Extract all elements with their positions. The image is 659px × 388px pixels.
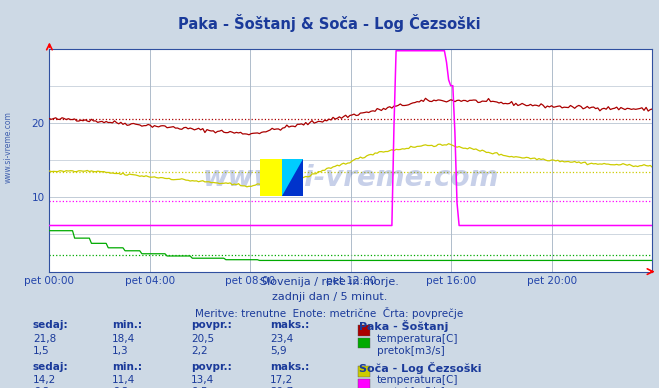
Text: 13,4: 13,4 bbox=[191, 375, 214, 385]
Bar bbox=[260, 159, 282, 196]
Text: 6,2: 6,2 bbox=[112, 387, 129, 388]
Text: 2,2: 2,2 bbox=[191, 346, 208, 356]
Text: Slovenija / reke in morje.: Slovenija / reke in morje. bbox=[260, 277, 399, 288]
Text: 11,4: 11,4 bbox=[112, 375, 135, 385]
Polygon shape bbox=[282, 159, 303, 196]
Text: sedaj:: sedaj: bbox=[33, 362, 69, 372]
Text: min.:: min.: bbox=[112, 320, 142, 330]
Text: povpr.:: povpr.: bbox=[191, 320, 232, 330]
Text: 17,2: 17,2 bbox=[270, 375, 293, 385]
Text: 18,4: 18,4 bbox=[112, 334, 135, 344]
Text: 21,8: 21,8 bbox=[33, 334, 56, 344]
Text: 9,5: 9,5 bbox=[191, 387, 208, 388]
Text: 29,7: 29,7 bbox=[270, 387, 293, 388]
Text: min.:: min.: bbox=[112, 362, 142, 372]
Text: Meritve: trenutne  Enote: metrične  Črta: povprečje: Meritve: trenutne Enote: metrične Črta: … bbox=[195, 307, 464, 319]
Text: 6,2: 6,2 bbox=[33, 387, 49, 388]
Text: www.si-vreme.com: www.si-vreme.com bbox=[3, 111, 13, 184]
Text: Paka - Šoštanj: Paka - Šoštanj bbox=[359, 320, 449, 332]
Text: pretok[m3/s]: pretok[m3/s] bbox=[377, 387, 445, 388]
Text: temperatura[C]: temperatura[C] bbox=[377, 334, 459, 344]
Text: maks.:: maks.: bbox=[270, 362, 310, 372]
Text: Paka - Šoštanj & Soča - Log Čezsoški: Paka - Šoštanj & Soča - Log Čezsoški bbox=[178, 14, 481, 31]
Text: 1,5: 1,5 bbox=[33, 346, 49, 356]
Text: maks.:: maks.: bbox=[270, 320, 310, 330]
Text: povpr.:: povpr.: bbox=[191, 362, 232, 372]
Bar bbox=[282, 159, 303, 196]
Text: www.si-vreme.com: www.si-vreme.com bbox=[203, 164, 499, 192]
Text: temperatura[C]: temperatura[C] bbox=[377, 375, 459, 385]
Text: sedaj:: sedaj: bbox=[33, 320, 69, 330]
Text: Soča - Log Čezsoški: Soča - Log Čezsoški bbox=[359, 362, 482, 374]
Text: 23,4: 23,4 bbox=[270, 334, 293, 344]
Text: 20,5: 20,5 bbox=[191, 334, 214, 344]
Text: zadnji dan / 5 minut.: zadnji dan / 5 minut. bbox=[272, 292, 387, 302]
Text: 1,3: 1,3 bbox=[112, 346, 129, 356]
Text: 5,9: 5,9 bbox=[270, 346, 287, 356]
Text: 14,2: 14,2 bbox=[33, 375, 56, 385]
Text: pretok[m3/s]: pretok[m3/s] bbox=[377, 346, 445, 356]
